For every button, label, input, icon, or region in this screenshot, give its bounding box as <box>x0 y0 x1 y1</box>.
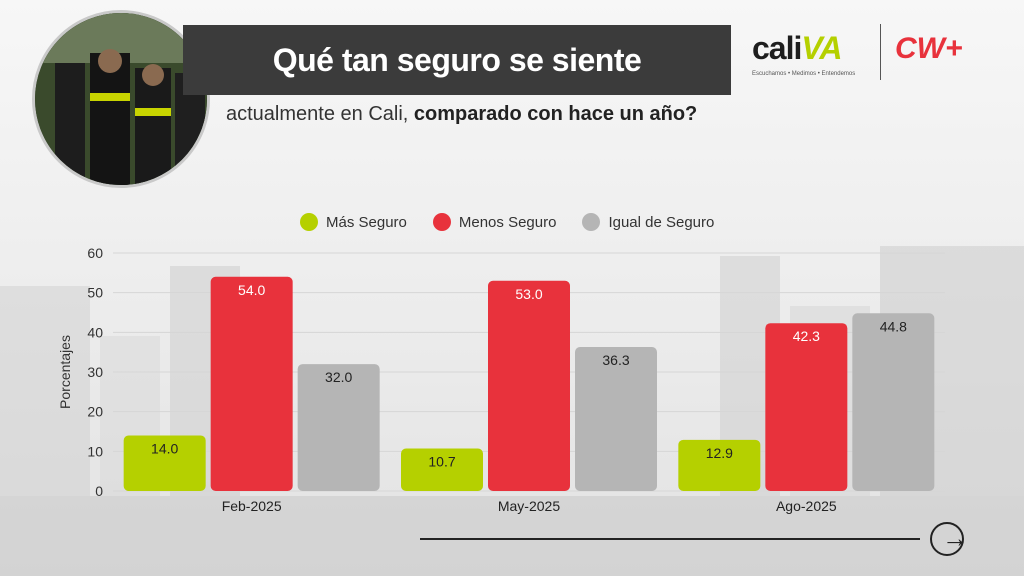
data-label: 53.0 <box>515 286 542 302</box>
data-label: 36.3 <box>602 352 629 368</box>
y-tick-label: 0 <box>95 483 103 499</box>
police-officers-photo <box>32 10 210 188</box>
legend-label: Más Seguro <box>326 213 407 231</box>
bar <box>401 448 483 491</box>
y-tick-label: 40 <box>87 324 103 340</box>
subtitle-bold: comparado con hace un año? <box>413 103 698 125</box>
legend-swatch-igual-seguro <box>582 213 601 231</box>
legend-label: Igual de Seguro <box>608 213 715 231</box>
page-subtitle: actualmente en Cali, comparado con hace … <box>226 103 697 126</box>
data-label: 10.7 <box>428 454 455 470</box>
data-label: 32.0 <box>325 369 352 385</box>
y-tick-label: 30 <box>87 364 103 380</box>
bar <box>852 313 935 491</box>
arrow-right-icon: → <box>942 523 968 553</box>
caliva-tagline: Escuchamos • Medimos • Entendemos <box>752 71 856 77</box>
x-tick-label: Ago-2025 <box>776 498 837 514</box>
y-tick-label: 20 <box>87 404 103 420</box>
legend-swatch-mas-seguro <box>300 213 318 231</box>
legend-item-mas-seguro: Más Seguro <box>300 213 407 231</box>
next-slide-button[interactable] <box>930 522 964 556</box>
data-label: 42.3 <box>793 328 820 344</box>
y-tick-label: 60 <box>87 245 103 261</box>
x-tick-label: May-2025 <box>498 498 560 514</box>
y-tick-label: 10 <box>87 443 103 459</box>
y-axis-label: Porcentajes <box>57 335 73 409</box>
y-tick-label: 50 <box>87 285 103 301</box>
bar <box>488 280 570 491</box>
subtitle-regular: actualmente en Cali, <box>226 103 409 125</box>
legend-item-menos-seguro: Menos Seguro <box>432 213 557 231</box>
data-label: 12.9 <box>706 445 733 461</box>
logo-divider <box>880 24 881 80</box>
legend-label: Menos Seguro <box>458 213 557 231</box>
footer-line <box>420 538 920 540</box>
chart-legend: Más Seguro Menos Seguro Igual de Seguro <box>300 213 714 231</box>
page-title: Qué tan seguro se siente <box>272 42 642 78</box>
cw-plus-logo: CW+ <box>895 32 963 65</box>
legend-swatch-menos-seguro <box>432 213 451 231</box>
title-bar <box>183 25 731 95</box>
bar <box>123 435 206 491</box>
legend-item-igual-seguro: Igual de Seguro <box>582 213 714 231</box>
data-label: 54.0 <box>238 282 265 298</box>
caliva-logo-cali: cali <box>752 30 802 66</box>
bar <box>575 347 657 491</box>
data-label: 44.8 <box>880 318 907 334</box>
bar <box>678 439 761 491</box>
bar <box>210 276 293 491</box>
data-label: 14.0 <box>151 440 178 456</box>
x-tick-label: Feb-2025 <box>222 498 282 514</box>
bar <box>297 364 380 491</box>
caliva-logo: caliVA <box>752 30 842 67</box>
caliva-logo-va: VA <box>801 30 842 66</box>
bar <box>765 323 848 491</box>
